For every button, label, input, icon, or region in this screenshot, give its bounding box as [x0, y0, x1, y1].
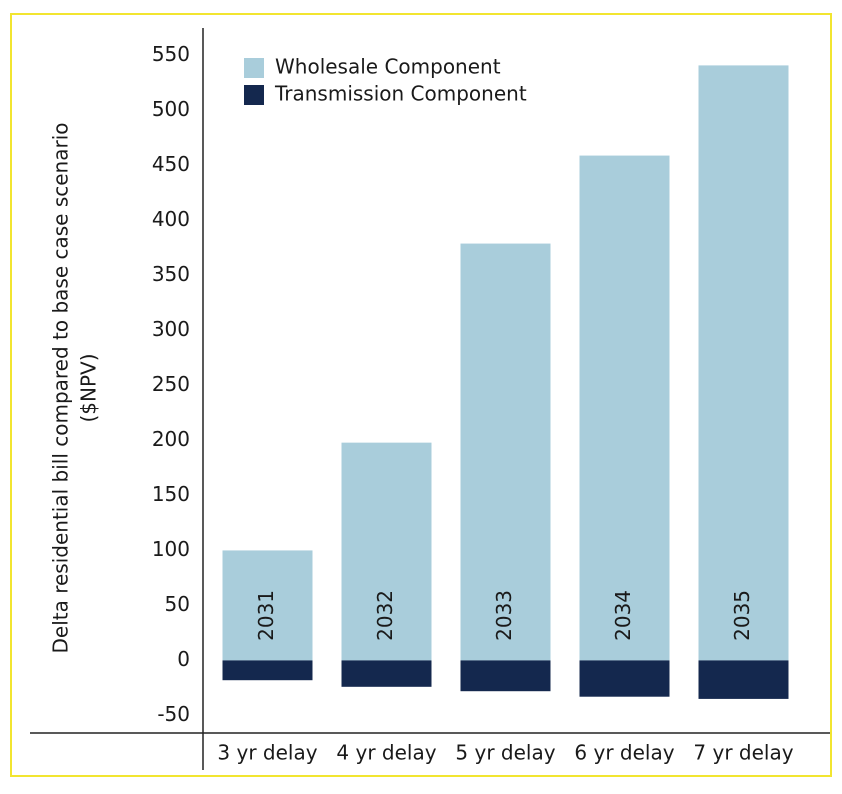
bar-label: 2035 [730, 590, 754, 641]
legend-label: Wholesale Component [275, 55, 501, 79]
bar-segment [341, 442, 432, 661]
bar-segment [222, 660, 313, 681]
y-tick-label: -50 [157, 702, 190, 726]
bar-segment [698, 660, 789, 699]
bar-segment [222, 550, 313, 661]
x-tick-label: 5 yr delay [455, 741, 555, 765]
x-tick-label: 4 yr delay [336, 741, 436, 765]
bar-segment [698, 65, 789, 661]
x-tick-label: 7 yr delay [693, 741, 793, 765]
bar-label: 2033 [492, 590, 516, 641]
bar-segment [460, 243, 551, 661]
y-tick-label: 550 [152, 42, 190, 66]
bar-segment [460, 660, 551, 692]
y-tick-label: 400 [152, 207, 190, 231]
x-tick-label: 3 yr delay [217, 741, 317, 765]
frame [10, 13, 832, 777]
x-tick-label: 6 yr delay [574, 741, 674, 765]
legend-swatch [244, 85, 264, 105]
y-tick-label: 300 [152, 317, 190, 341]
bar-segment [579, 155, 670, 661]
bar-segment [579, 660, 670, 697]
y-axis-label: Delta residential bill compared to base … [49, 122, 101, 653]
y-tick-label: 350 [152, 262, 190, 286]
y-tick-label: 0 [177, 647, 190, 671]
y-tick-label: 100 [152, 537, 190, 561]
y-tick-label: 450 [152, 152, 190, 176]
legend-label: Transmission Component [274, 82, 527, 106]
bar-label: 2031 [254, 590, 278, 641]
y-axis-label-line: ($NPV) [77, 353, 101, 422]
y-axis-label-line: Delta residential bill compared to base … [49, 122, 73, 653]
y-tick-label: 250 [152, 372, 190, 396]
y-tick-label: 150 [152, 482, 190, 506]
bar-label: 2034 [611, 590, 635, 641]
y-tick-label: 200 [152, 427, 190, 451]
legend-swatch [244, 58, 264, 78]
bar-label: 2032 [373, 590, 397, 641]
bar-segment [341, 660, 432, 687]
y-tick-label: 500 [152, 97, 190, 121]
y-tick-label: 50 [165, 592, 190, 616]
